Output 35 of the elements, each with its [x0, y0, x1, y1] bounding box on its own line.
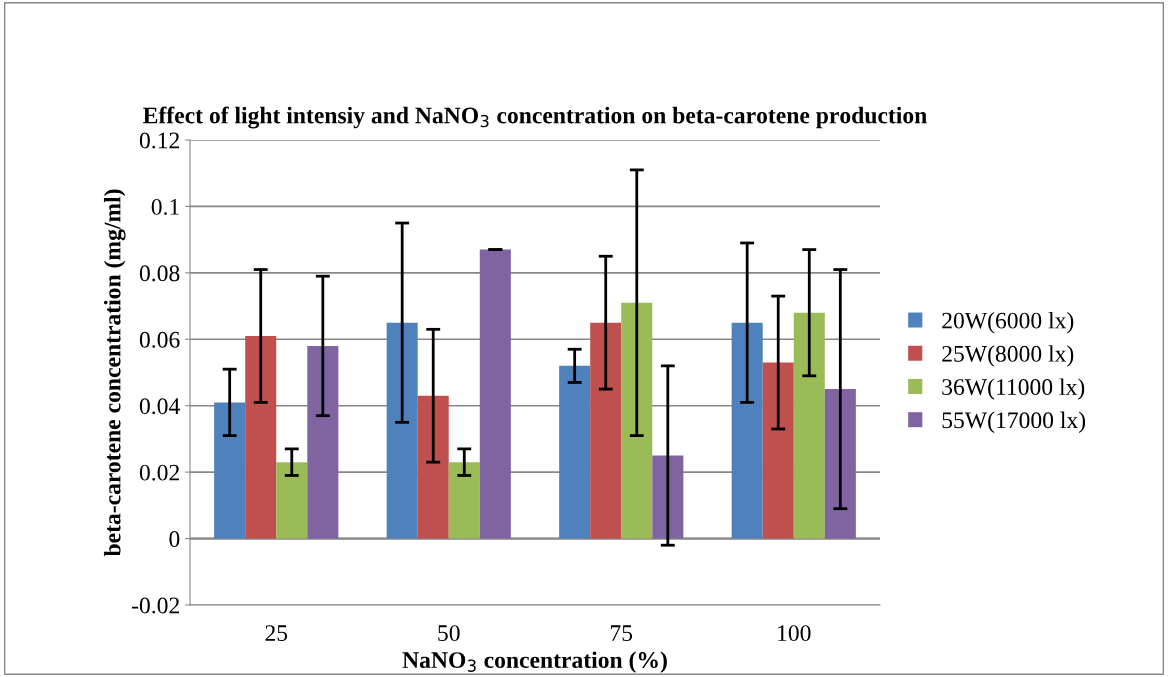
bar	[731, 322, 763, 539]
bar	[824, 389, 856, 539]
legend-label: 25W(8000 lx)	[942, 345, 1074, 367]
bar	[652, 455, 684, 539]
legend-label: 55W(17000 lx)	[942, 411, 1086, 434]
x-tick-label: 75	[611, 625, 633, 642]
y-tick-label: 0.1	[151, 198, 179, 215]
bar	[762, 362, 794, 539]
bar	[793, 312, 825, 539]
bar	[621, 302, 653, 539]
bar	[448, 462, 480, 539]
bar	[245, 335, 277, 539]
bar	[417, 395, 449, 539]
bar	[590, 322, 622, 539]
bar	[559, 365, 591, 539]
x-tick-label: 100	[778, 625, 811, 642]
chart-title: Effect of light intensiy and NaNO$_{3}$ concentration on beta-carotene production	[143, 106, 927, 129]
y-tick-label: 0.06	[139, 331, 180, 348]
x-tick-label: 25	[265, 625, 288, 642]
x-tick-label: 50	[438, 625, 460, 642]
bar	[479, 249, 511, 539]
bar	[214, 402, 246, 539]
bar	[307, 345, 339, 539]
y-tick-label: 0.08	[139, 265, 180, 282]
y-axis-title: beta-carotene concentration (mg/ml)	[103, 189, 126, 557]
legend-label: 36W(11000 lx)	[942, 378, 1085, 400]
bar	[276, 462, 308, 539]
y-tick-label: -0.02	[131, 597, 179, 614]
bar	[386, 322, 418, 539]
legend-label: 20W(6000 lx)	[942, 311, 1074, 334]
y-tick-label: 0	[169, 531, 180, 547]
y-tick-label: 0.02	[139, 464, 179, 481]
y-tick-label: 0.04	[139, 398, 180, 415]
x-axis-title: NaNO$_{3}$ concentration (%)	[402, 651, 667, 673]
y-tick-label: 0.12	[139, 132, 179, 149]
